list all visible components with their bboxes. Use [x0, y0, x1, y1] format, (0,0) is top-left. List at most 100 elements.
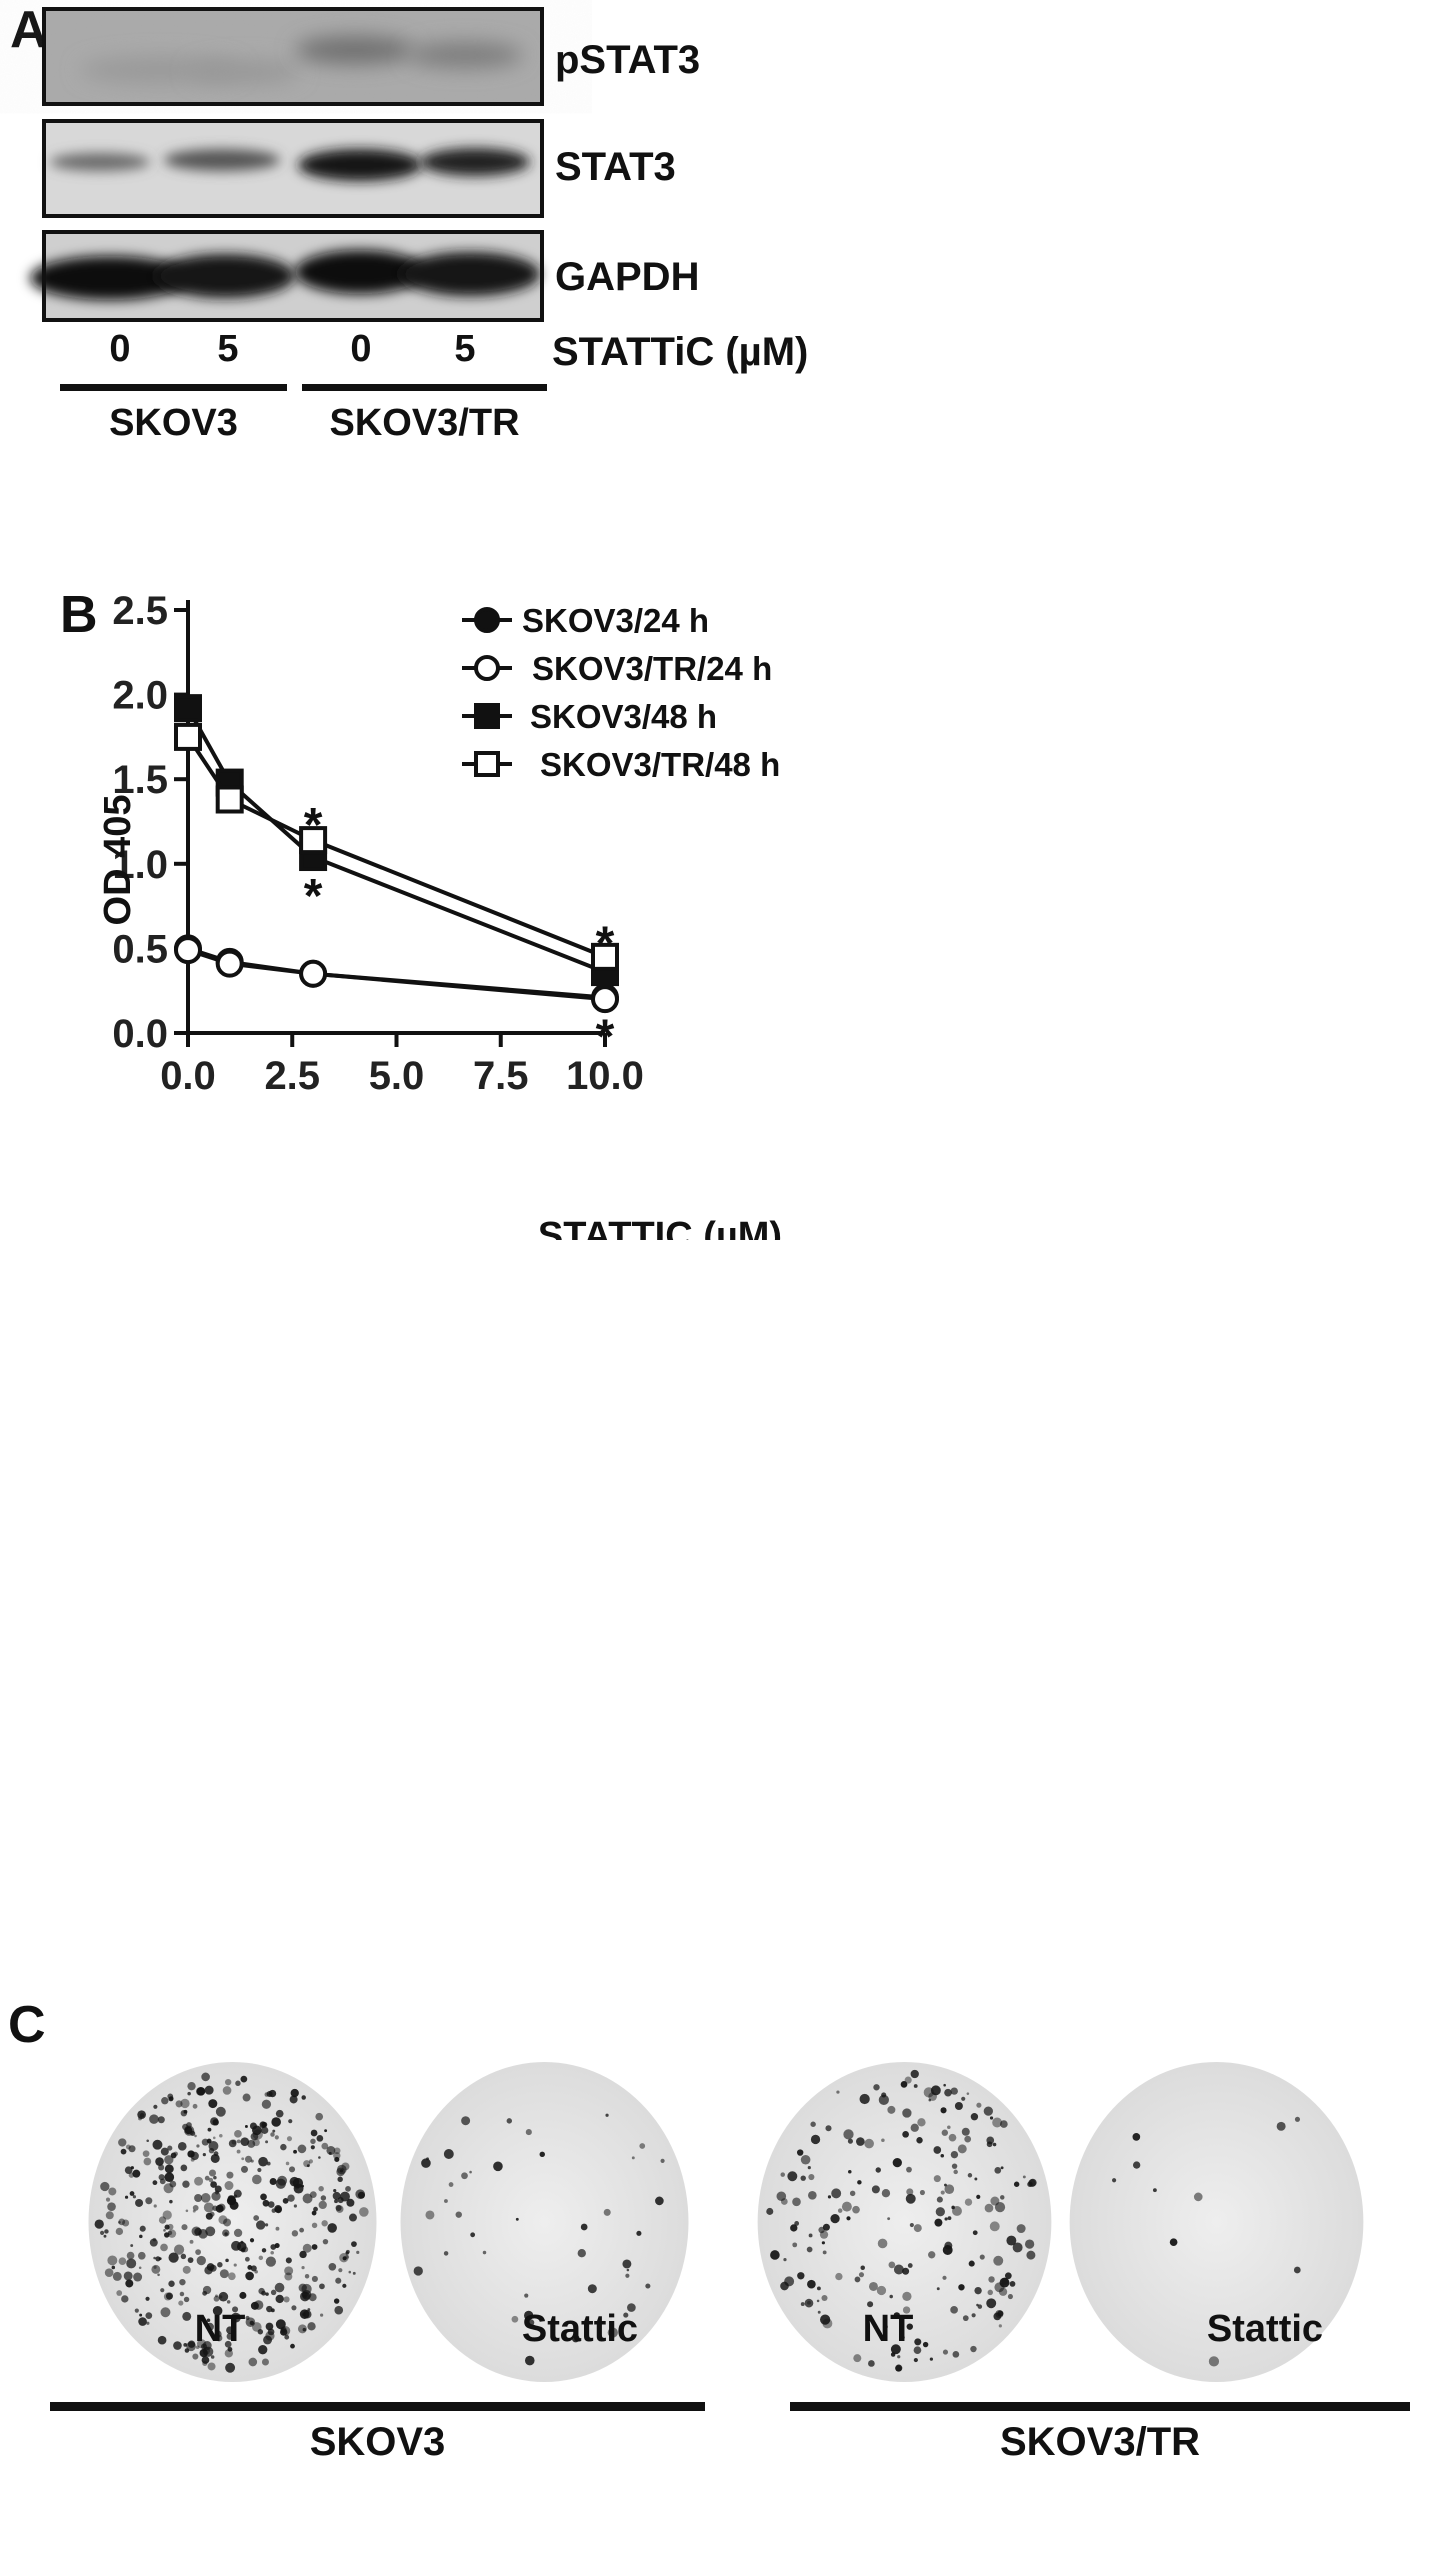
colony-dot: [208, 2099, 218, 2109]
colony-dot: [212, 2306, 223, 2316]
colony-dot: [293, 2204, 297, 2208]
colony-dot: [308, 2159, 313, 2164]
colony-dot: [233, 2228, 243, 2238]
colony-dot: [275, 2294, 284, 2304]
colony-dot: [967, 2173, 973, 2178]
colony-dot: [327, 2223, 337, 2233]
colony-dot: [311, 2275, 318, 2282]
colony-dot: [249, 2320, 255, 2326]
colony-dot: [257, 2167, 262, 2173]
colony-dot: [153, 2265, 157, 2269]
colony-dot: [1022, 2175, 1026, 2179]
colony-dot: [291, 2230, 299, 2237]
colony-dot: [196, 2144, 200, 2148]
colony-dot: [185, 2209, 189, 2213]
colony-dot: [859, 2093, 870, 2105]
colony-dot: [469, 2170, 472, 2174]
colony-dot: [233, 2263, 237, 2267]
colony-dot: [836, 2090, 840, 2094]
colony-dot: [244, 2125, 248, 2128]
well-3: [757, 2062, 1052, 2382]
colony-dot: [267, 2201, 275, 2208]
colony-dot: [319, 2283, 325, 2290]
colony-dot: [796, 2149, 804, 2156]
colony-dot: [944, 2241, 953, 2250]
colony-dot: [933, 2175, 941, 2183]
colony-dot: [455, 2211, 462, 2218]
colony-dot: [940, 2190, 945, 2195]
colony-dot: [443, 2251, 449, 2256]
colony-dot: [157, 2335, 167, 2345]
colony-dot: [181, 2224, 188, 2231]
colony-dot: [261, 2248, 267, 2253]
colony-dot: [265, 2322, 274, 2331]
colony-dot: [124, 2166, 133, 2174]
colony-dot: [120, 2148, 127, 2155]
colony-dot: [162, 2210, 172, 2220]
colony-dot: [1132, 2133, 1141, 2141]
colony-dot: [1193, 2192, 1203, 2202]
colony-dot: [275, 2226, 280, 2231]
colony-dot: [224, 2181, 234, 2190]
colony-dot: [587, 2284, 597, 2294]
colony-dot: [948, 2133, 957, 2142]
colony-dot: [821, 2294, 828, 2302]
colony-dot: [163, 2229, 166, 2232]
colony-dot: [334, 2156, 340, 2162]
colony-dot: [794, 2221, 800, 2226]
colony-dot: [902, 2306, 911, 2314]
data-point: [174, 936, 202, 965]
colony-dot: [143, 2157, 152, 2166]
colony-dot: [145, 2296, 150, 2301]
colony-dot: [249, 2238, 255, 2243]
colony-dot: [195, 2345, 200, 2350]
colony-dot: [142, 2150, 150, 2158]
colony-dot: [1026, 2250, 1036, 2260]
colony-dot: [302, 2243, 312, 2253]
colony-dot: [224, 2349, 233, 2358]
colony-dot: [348, 2213, 357, 2222]
colony-dot: [164, 2164, 174, 2174]
colony-dot: [108, 2187, 117, 2196]
colony-dot: [986, 2136, 995, 2145]
colony-dot: [183, 2296, 190, 2303]
colony-dot: [470, 2232, 476, 2238]
colony-dot: [807, 2279, 816, 2289]
colony-dot: [315, 2112, 324, 2121]
colony-dot: [252, 2138, 260, 2147]
colony-dot: [797, 2272, 805, 2280]
colony-dot: [340, 2191, 350, 2202]
colony-dot: [901, 2335, 905, 2340]
colony-dot: [902, 2108, 912, 2118]
colony-dot: [105, 2211, 114, 2220]
colony-dot: [875, 2167, 881, 2173]
colony-dot: [333, 2298, 340, 2304]
colony-dot: [196, 2086, 206, 2096]
well-4: [1069, 2062, 1364, 2382]
y-tick-label: 0.0: [112, 1012, 168, 1056]
colony-dot: [158, 2174, 165, 2181]
colony-dot: [118, 2138, 127, 2147]
colony-dot: [208, 2169, 217, 2177]
colony-dot: [917, 2118, 926, 2127]
colony-dot: [1152, 2188, 1157, 2193]
x-tick-label: 0.0: [160, 1054, 216, 1098]
colony-dot: [1016, 2224, 1026, 2234]
colony-dot: [169, 2096, 174, 2101]
series-3: [174, 722, 619, 971]
colony-dot: [339, 2169, 344, 2173]
colony-dot: [128, 2172, 135, 2178]
colony-dot: [146, 2139, 149, 2142]
colony-dot: [324, 2129, 328, 2133]
colony-dot: [167, 2145, 173, 2151]
colony-dot: [248, 2357, 258, 2367]
colony-dot: [244, 2256, 250, 2262]
colony-dot: [194, 2134, 197, 2138]
colony-dot: [1024, 2239, 1035, 2249]
x-tick-label: 10.0: [566, 1054, 644, 1098]
colony-dot: [876, 2285, 887, 2296]
colony-dot: [227, 2195, 234, 2201]
colony-dot: [902, 2291, 912, 2302]
colony-dot: [820, 2314, 831, 2325]
colony-dot: [204, 2175, 210, 2181]
